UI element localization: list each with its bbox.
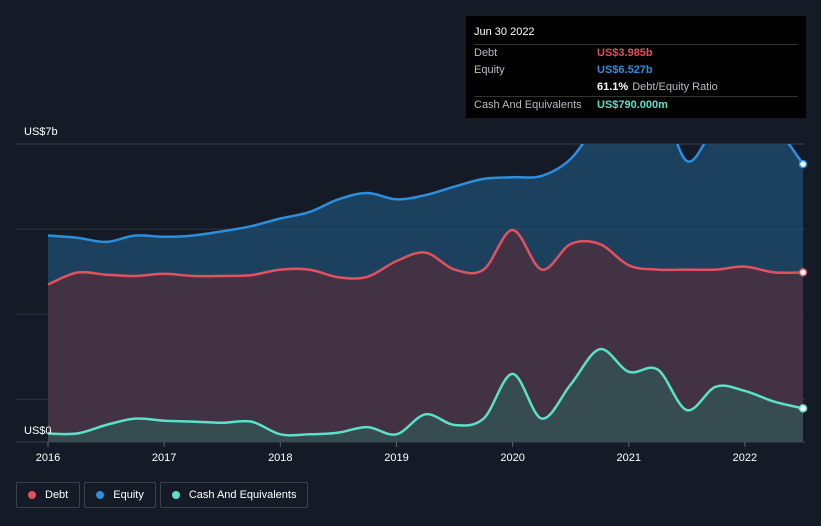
x-axis-ticks: 2016 2017 2018 2019 2020 2021 2022 bbox=[36, 442, 757, 464]
y-axis-top-label: US$7b bbox=[24, 126, 58, 138]
tooltip-row-cash: Cash And Equivalents US$790.000m bbox=[474, 96, 798, 114]
marker-layer bbox=[798, 159, 808, 413]
debt-end-marker bbox=[798, 268, 808, 277]
cash-line bbox=[47, 347, 804, 437]
tooltip-debt-label: Debt bbox=[474, 47, 498, 59]
tooltip-debt-value: US$3.985b bbox=[597, 47, 653, 59]
legend-equity-label: Equity bbox=[113, 489, 144, 501]
debt-line bbox=[47, 228, 804, 286]
y-axis-bottom-label: US$0 bbox=[24, 425, 52, 437]
tooltip-equity-value: US$6.527b bbox=[597, 64, 653, 76]
legend-item-cash[interactable]: Cash And Equivalents bbox=[159, 482, 309, 508]
chart-legend: Debt Equity Cash And Equivalents bbox=[16, 482, 309, 508]
tooltip-row-equity: Equity US$6.527b bbox=[474, 62, 798, 79]
tooltip-panel: Jun 30 2022 Debt US$3.985b Equity US$6.5… bbox=[466, 16, 806, 118]
debt-dot-icon bbox=[28, 491, 36, 499]
equity-line bbox=[47, 144, 804, 244]
x-tick-label: 2020 bbox=[500, 452, 524, 464]
x-tick-label: 2022 bbox=[733, 452, 757, 464]
tooltip-ratio-value: 61.1% bbox=[597, 81, 629, 93]
x-tick-label: 2019 bbox=[384, 452, 408, 464]
x-tick-label: 2018 bbox=[268, 452, 292, 464]
equity-end-marker bbox=[798, 159, 808, 169]
area-layer bbox=[48, 144, 803, 442]
tooltip-equity-label: Equity bbox=[474, 64, 505, 76]
cash-area bbox=[48, 349, 803, 442]
equity-dot-icon bbox=[96, 491, 105, 499]
tooltip-row-debt: Debt US$3.985b bbox=[474, 44, 798, 62]
legend-cash-label: Cash And Equivalents bbox=[188, 489, 297, 501]
tooltip-ratio-label: Debt/Equity Ratio bbox=[632, 81, 718, 93]
legend-debt-label: Debt bbox=[45, 489, 69, 501]
tooltip-cash-label: Cash And Equivalents bbox=[474, 99, 582, 111]
cash-dot-icon bbox=[171, 491, 180, 499]
x-tick-label: 2021 bbox=[617, 452, 641, 464]
legend-item-debt[interactable]: Debt bbox=[16, 482, 81, 508]
cash-end-marker bbox=[798, 404, 808, 413]
tooltip-row-ratio: 61.1% Debt/Equity Ratio bbox=[474, 79, 798, 96]
legend-item-equity[interactable]: Equity bbox=[84, 482, 156, 508]
tooltip-cash-value: US$790.000m bbox=[597, 99, 668, 111]
x-tick-label: 2016 bbox=[36, 452, 60, 464]
tooltip-date: Jun 30 2022 bbox=[474, 26, 535, 38]
x-tick-label: 2017 bbox=[152, 452, 176, 464]
line-layer bbox=[47, 144, 804, 437]
